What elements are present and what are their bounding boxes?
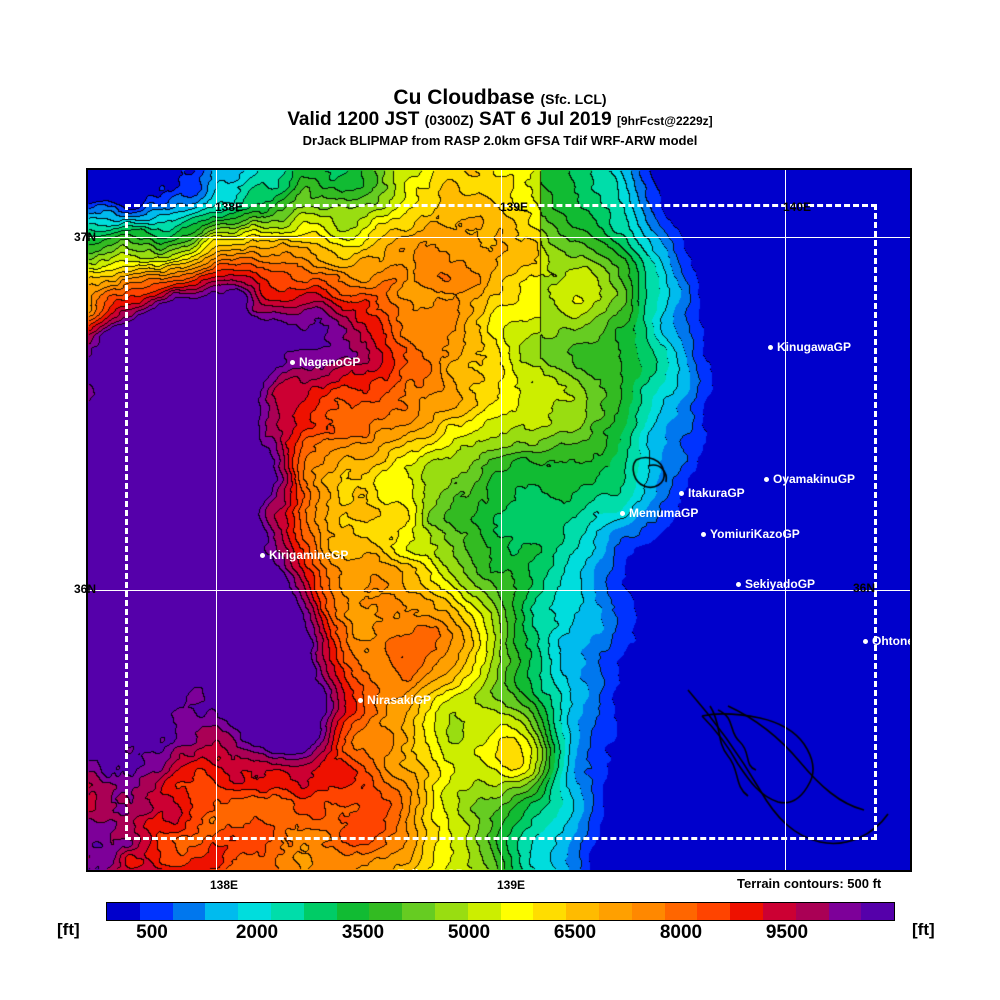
site-label-ohtone: Ohtone (863, 634, 912, 648)
colorbar-swatch-12 (500, 903, 534, 920)
colorbar-tick-2000: 2000 (235, 922, 279, 943)
site-label-itakuragp: ItakuraGP (679, 487, 745, 499)
colorbar-gradient[interactable] (106, 902, 895, 921)
site-name: KinugawaGP (777, 340, 852, 354)
site-marker-icon (290, 360, 295, 366)
lat-label-right-36N: 36N (853, 581, 876, 595)
site-name: SekiyadoGP (745, 577, 816, 591)
colorbar-swatch-18 (697, 903, 731, 920)
colorbar-swatch-2 (172, 903, 206, 920)
site-marker-icon (620, 511, 625, 517)
site-label-memumagp: MemumaGP (620, 507, 698, 519)
lon-label-139E: 139E (500, 200, 529, 214)
site-name: ItakuraGP (688, 486, 745, 500)
colorbar-swatch-8 (369, 903, 403, 920)
colorbar-unit-right: [ft] (912, 920, 935, 939)
site-marker-icon (679, 491, 684, 497)
colorbar-swatch-1 (139, 903, 173, 920)
site-name: MemumaGP (629, 506, 699, 520)
colorbar-swatch-20 (762, 903, 796, 920)
site-name: YomiuriKazoGP (710, 527, 800, 541)
site-name: Ohtone (872, 634, 912, 648)
site-label-fujiganegp: FujiganeGP (388, 867, 464, 870)
colorbar[interactable]: [ft] [ft] 500 2000 3500 5000 6500 8000 9500 (0, 896, 1000, 943)
site-label-kinugawagp: KinugawaGP (768, 341, 851, 353)
site-name: NirasakiGP (367, 693, 432, 707)
site-label-kirigaminegp: KirigamineGP (260, 549, 348, 561)
colorbar-swatch-5 (270, 903, 304, 920)
colorbar-swatch-16 (631, 903, 665, 920)
site-marker-icon (863, 639, 868, 645)
colorbar-tick-8000: 8000 (659, 922, 703, 943)
site-marker-icon (764, 477, 769, 483)
forecast-domain-box (125, 204, 877, 840)
colorbar-tick-6500: 6500 (553, 922, 597, 943)
site-label-sekiyadogp: SekiyadoGP (736, 578, 815, 590)
colorbar-swatch-23 (861, 903, 895, 920)
valid-local-time: Valid 1200 JST (287, 109, 420, 130)
title-main: Cu Cloudbase (393, 86, 535, 109)
lon-label-bottom-138E: 138E (210, 878, 239, 892)
colorbar-swatch-19 (730, 903, 763, 920)
terrain-contour-canvas (88, 170, 910, 870)
model-source-line: DrJack BLIPMAP from RASP 2.0km GFSA Tdif… (302, 133, 698, 148)
site-name: KirigamineGP (269, 548, 349, 562)
colorbar-swatch-15 (598, 903, 632, 920)
valid-utc-time: (0300Z) (424, 112, 474, 128)
colorbar-swatch-17 (664, 903, 698, 920)
colorbar-tick-9500: 9500 (765, 922, 809, 943)
colorbar-tick-5000: 5000 (447, 922, 491, 943)
site-label-naganogp: NaganoGP (290, 356, 360, 368)
colorbar-swatch-9 (402, 903, 435, 920)
site-label-nirasakigp: NirasakiGP (358, 694, 431, 706)
colorbar-swatch-10 (434, 903, 468, 920)
lon-label-140E: 140E (783, 200, 812, 214)
lon-label-bottom-139E: 139E (497, 878, 526, 892)
colorbar-swatch-21 (795, 903, 829, 920)
gridline-lat-37 (88, 237, 910, 238)
gridline-lon-139 (501, 170, 502, 870)
colorbar-swatch-22 (828, 903, 862, 920)
site-name: NaganoGP (299, 355, 361, 369)
gridline-lon-140 (785, 170, 786, 870)
terrain-contour-note: Terrain contours: 500 ft (737, 876, 882, 891)
title-subtitle: (Sfc. LCL) (540, 91, 607, 107)
gridline-lon-138 (216, 170, 217, 870)
colorbar-unit-left: [ft] (57, 920, 80, 939)
site-label-oyamakinugp: OyamakinuGP (764, 473, 855, 485)
colorbar-swatch-0 (107, 903, 140, 920)
colorbar-tick-500: 500 (136, 922, 168, 943)
colorbar-swatch-14 (566, 903, 599, 920)
site-marker-icon (736, 582, 741, 588)
site-marker-icon (260, 553, 265, 559)
chart-title: Cu Cloudbase (Sfc. LCL) (0, 86, 1000, 109)
site-name: OyamakinuGP (773, 472, 856, 486)
colorbar-swatch-6 (303, 903, 337, 920)
forecast-tag: [9hrFcst@2229z] (616, 114, 713, 128)
site-marker-icon (768, 345, 773, 351)
colorbar-swatch-4 (238, 903, 271, 920)
colorbar-tick-3500: 3500 (341, 922, 385, 943)
site-marker-icon (358, 698, 363, 704)
lon-label-138E: 138E (215, 200, 244, 214)
colorbar-swatch-7 (336, 903, 370, 920)
colorbar-swatch-13 (533, 903, 567, 920)
colorbar-swatch-3 (205, 903, 239, 920)
lat-label-left-36N: 36N (74, 582, 97, 596)
map-panel[interactable]: KinugawaGP OyamakinuGP ItakuraGP MemumaGP Yo… (86, 168, 912, 872)
valid-time-line: Valid 1200 JST (0300Z) SAT 6 Jul 2019 [9… (0, 109, 1000, 132)
site-label-yomiurikazogp: YomiuriKazoGP (701, 528, 800, 540)
gridline-lat-36 (88, 590, 910, 591)
lat-label-left-37N: 37N (74, 230, 97, 244)
valid-date: SAT 6 Jul 2019 (478, 109, 612, 130)
site-name: FujiganeGP (397, 867, 464, 870)
title-block: Cu Cloudbase (Sfc. LCL) Valid 1200 JST (… (0, 86, 1000, 150)
colorbar-swatch-11 (467, 903, 501, 920)
site-marker-icon (701, 532, 706, 538)
